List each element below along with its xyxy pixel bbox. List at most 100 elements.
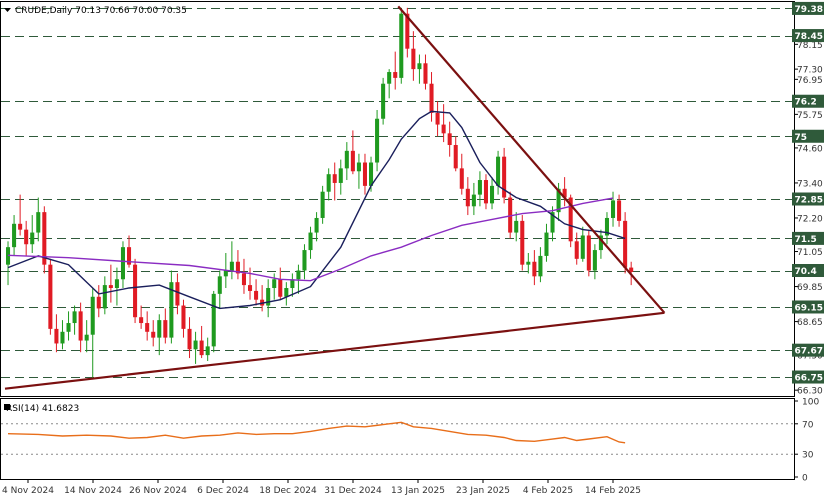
candle-body [326,174,331,192]
candle-body [496,156,501,186]
candlestick-series [6,7,634,379]
trendline-falling [397,5,666,314]
level-tag-background [792,129,824,143]
candle-body [623,220,628,268]
moving-average-short [7,110,626,310]
candle-body [556,188,561,213]
level-tag-background [792,300,824,314]
candle-body [429,83,434,113]
candle-body [453,145,458,169]
level-tag-background [792,370,824,384]
candle-body [187,328,192,350]
candle-body [586,235,591,271]
candle-body [483,180,488,204]
candle-body [387,72,392,84]
time-tick-label: 13 Jan 2025 [391,486,445,496]
candle-body [169,282,174,338]
candle-body [18,223,23,230]
candle-body [393,72,398,78]
candle-body [157,320,162,338]
candle-body [344,150,349,169]
rsi-tick-label: 0 [802,474,808,484]
price-tick-label: 68.65 [797,318,823,328]
rsi-guide-lines [1,423,794,455]
candle-body [314,217,319,233]
candle-body [611,200,616,218]
level-tag-label: 79.38 [795,5,823,15]
rsi-header-text: RSI(14) 41.6823 [6,404,79,414]
candle-body [447,133,452,146]
trendline-rising [4,311,665,390]
candle-body [223,270,228,277]
level-tag-background [792,1,824,15]
candle-body [114,279,119,289]
candle-body [127,247,132,265]
rsi-panel-frame [0,398,795,480]
candle-body [42,212,47,265]
candle-body [163,320,168,338]
level-tag-label: 78.45 [795,32,823,42]
price-tick-label: 75.75 [797,111,823,121]
time-tick-label: 14 Feb 2025 [585,486,641,496]
candle-body [617,200,622,221]
candle-body [375,118,380,163]
candle-body [526,261,531,265]
time-tick-label: 4 Nov 2024 [2,486,54,496]
price-tick-label: 76.95 [797,76,823,86]
candle-body [284,288,289,297]
moving-average-lines [7,110,626,310]
level-tag-label: 67.67 [795,347,823,357]
collapse-triangle-icon[interactable] [4,8,11,12]
candle-body [254,290,259,300]
candle-body [411,48,416,70]
time-tick-label: 23 Jan 2025 [456,486,510,496]
candle-body [24,229,29,245]
time-tick-label: 18 Dec 2024 [259,486,317,496]
candle-body [308,232,313,251]
rsi-line-group [7,421,626,444]
candle-body [151,331,156,338]
candle-body [133,264,138,318]
price-tick-label: 69.85 [797,283,823,293]
level-tag-background [792,264,824,278]
candle-body [417,63,422,70]
candle-body [399,13,404,78]
level-tag-label: 70.4 [795,267,817,277]
candle-body [320,191,325,218]
candle-body [338,168,343,183]
candle-body [54,328,59,344]
price-tick-label: 72.20 [797,214,823,224]
level-tags: 79.38 78.45 76.2 75 72.85 71.5 70.4 69.15 67.67 6… [792,1,824,384]
candle-body [248,285,253,291]
rsi-line [7,421,626,444]
candle-body [181,305,186,329]
candle-body [381,83,386,119]
candle-body [350,150,355,172]
price-tick-label: 66.30 [797,387,823,397]
candle-body [66,323,71,332]
level-tag-label: 71.5 [795,235,817,245]
candle-body [441,124,446,134]
candle-body [532,261,537,277]
candle-body [108,285,113,289]
rsi-tick-label: 30 [802,451,814,461]
candle-body [356,162,361,172]
candle-body [544,232,549,256]
candle-body [235,261,240,274]
candle-body [435,112,440,125]
candle-body [508,197,513,233]
candle-body [175,282,180,306]
candle-body [362,162,367,186]
candle-body [229,261,234,271]
price-tick-label: 77.30 [797,66,823,76]
time-axis-ticks: 4 Nov 2024 14 Nov 2024 26 Nov 2024 6 Dec 20… [2,479,641,496]
candle-body [520,220,525,265]
level-tag-background [792,29,824,43]
rsi-panel-marker-icon [4,404,10,410]
candle-body [296,270,301,280]
candle-body [193,340,198,350]
candle-body [211,293,216,347]
candle-body [48,264,53,329]
